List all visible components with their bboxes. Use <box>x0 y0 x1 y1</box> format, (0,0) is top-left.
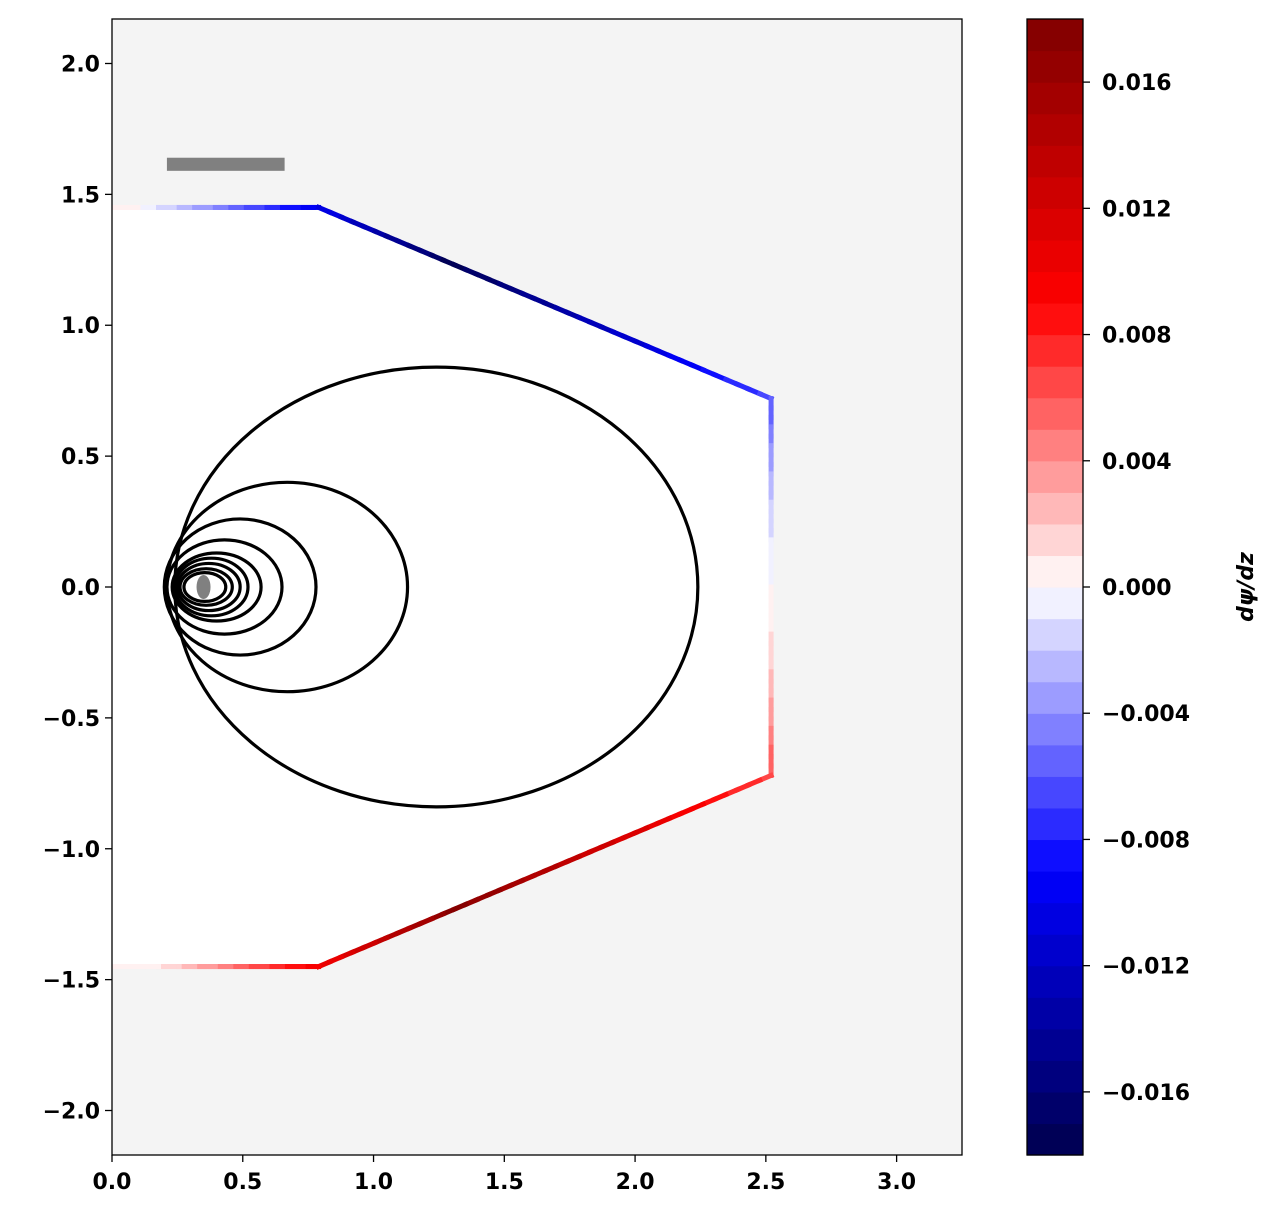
y-axis: 2.0 1.5 1.0 0.5 0.0 −0.5 −1.0 −1.5 −2.0 <box>43 52 112 1125</box>
flux-surface-contour <box>173 556 250 618</box>
colorbar-level <box>1027 145 1083 178</box>
colorbar: 0.016 0.012 0.008 0.004 0.000 −0.004 −0.008 −0.… <box>1026 18 1259 1156</box>
x-tick-label: 1.0 <box>354 1170 393 1195</box>
colorbar-tick-label: 0.012 <box>1102 197 1172 222</box>
plot-area <box>112 157 775 970</box>
colorbar-ticks: 0.016 0.012 0.008 0.004 0.000 −0.004 −0.008 −0.… <box>1083 71 1190 1106</box>
colorbar-level <box>1027 82 1083 115</box>
flux-surface-contour <box>175 561 242 613</box>
flux-surface-contour <box>170 551 263 623</box>
x-tick-label: 1.5 <box>485 1170 524 1195</box>
colorbar-label: dψ/dz <box>1234 552 1259 622</box>
colorbar-level <box>1027 50 1083 83</box>
colorbar-level <box>1027 965 1083 998</box>
colorbar-levels <box>1027 19 1083 1156</box>
x-tick-label: 2.0 <box>616 1170 655 1195</box>
colorbar-level <box>1027 523 1083 557</box>
colorbar-level <box>1027 807 1083 841</box>
x-tick-label: 0.0 <box>93 1170 132 1195</box>
colorbar-level <box>1027 397 1083 430</box>
x-tick-label: 2.5 <box>746 1170 785 1195</box>
colorbar-level <box>1027 681 1083 714</box>
colorbar-level <box>1027 587 1083 620</box>
flux-surface-contour <box>165 538 284 636</box>
colorbar-tick-label: 0.016 <box>1102 71 1172 96</box>
colorbar-level <box>1027 1091 1083 1125</box>
colorbar-level <box>1027 429 1083 462</box>
colorbar-level <box>1027 776 1083 809</box>
colorbar-level <box>1027 1028 1083 1061</box>
colorbar-level <box>1027 713 1083 746</box>
colorbar-level <box>1027 997 1083 1030</box>
y-tick-label: −0.5 <box>43 707 100 732</box>
y-tick-label: 1.5 <box>61 183 100 208</box>
flux-surface-contour <box>162 517 318 657</box>
colorbar-level <box>1027 176 1083 209</box>
colorbar-level <box>1027 650 1083 683</box>
colorbar-level <box>1027 618 1083 651</box>
colorbar-tick-label: 0.008 <box>1102 324 1172 349</box>
coil <box>166 157 285 171</box>
y-tick-label: −2.0 <box>43 1100 100 1125</box>
colorbar-level <box>1027 19 1083 52</box>
flux-surface-contour <box>178 567 234 607</box>
colorbar-level <box>1027 460 1083 493</box>
plasma-region <box>112 207 772 967</box>
colorbar-level <box>1027 1060 1083 1093</box>
y-tick-label: 0.0 <box>61 576 100 601</box>
y-tick-label: −1.5 <box>43 969 100 994</box>
colorbar-level <box>1027 334 1083 367</box>
colorbar-level <box>1027 113 1083 146</box>
main-axes: 0.0 0.5 1.0 1.5 2.0 2.5 3.0 2.0 1.5 1.0 0.5 0.0 −0.… <box>43 18 963 1195</box>
colorbar-level <box>1027 1123 1083 1156</box>
colorbar-tick-label: −0.008 <box>1102 828 1190 853</box>
colorbar-tick-label: 0.000 <box>1102 576 1172 601</box>
y-tick-label: 0.5 <box>61 445 100 470</box>
colorbar-level <box>1027 902 1083 935</box>
colorbar-level <box>1027 208 1083 241</box>
colorbar-tick-label: −0.016 <box>1102 1081 1190 1106</box>
colorbar-level <box>1027 366 1083 399</box>
colorbar-level <box>1027 839 1083 872</box>
x-tick-label: 0.5 <box>223 1170 262 1195</box>
colorbar-level <box>1027 871 1083 904</box>
vessel-wall <box>112 204 775 970</box>
colorbar-tick-label: −0.012 <box>1102 955 1190 980</box>
colorbar-tick-label: 0.004 <box>1102 450 1172 475</box>
colorbar-level <box>1027 271 1083 304</box>
colorbar-level <box>1027 492 1083 525</box>
flux-surfaces <box>162 365 700 809</box>
x-tick-label: 3.0 <box>877 1170 916 1195</box>
y-tick-label: 1.0 <box>61 314 100 339</box>
colorbar-level <box>1027 744 1083 777</box>
colorbar-tick-label: −0.004 <box>1102 702 1190 727</box>
y-tick-label: 2.0 <box>61 52 100 77</box>
colorbar-level <box>1027 934 1083 967</box>
y-tick-label: −1.0 <box>43 838 100 863</box>
magnetic-axis-marker <box>196 575 211 599</box>
colorbar-level <box>1027 239 1083 273</box>
flux-surface-contour <box>182 570 228 603</box>
x-axis: 0.0 0.5 1.0 1.5 2.0 2.5 3.0 <box>93 1155 916 1195</box>
colorbar-level <box>1027 555 1083 588</box>
colorbar-level <box>1027 303 1083 336</box>
